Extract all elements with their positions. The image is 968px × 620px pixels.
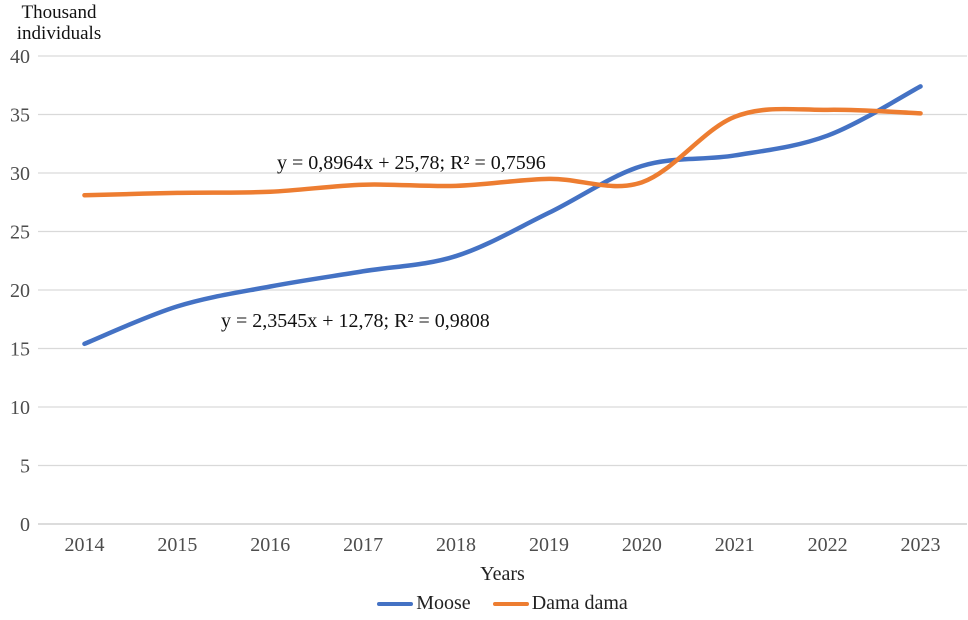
x-tick-label: 2019 xyxy=(529,534,569,556)
dama-dama-line xyxy=(82,106,923,198)
y-tick-label: 35 xyxy=(10,105,30,127)
x-tick-label: 2021 xyxy=(715,534,755,556)
y-tick-label: 5 xyxy=(20,456,30,478)
legend-item-dama-dama: Dama dama xyxy=(492,592,628,615)
x-axis-title: Years xyxy=(480,563,525,585)
legend-item-moose: Moose xyxy=(377,592,471,615)
y-axis-title-line1: Thousand xyxy=(21,2,97,23)
y-axis-title-line2: individuals xyxy=(16,23,102,44)
x-tick-label: 2017 xyxy=(343,534,383,556)
legend-label-dama-dama: Dama dama xyxy=(531,592,628,614)
legend-label-moose: Moose xyxy=(416,592,471,614)
x-tick-label: 2016 xyxy=(250,534,290,556)
y-tick-label: 40 xyxy=(10,46,30,68)
moose-line-marker xyxy=(377,601,414,606)
y-tick-label: 15 xyxy=(10,339,30,361)
x-tick-label: 2022 xyxy=(808,534,848,556)
y-tick-label: 25 xyxy=(10,222,30,244)
y-tick-label: 30 xyxy=(10,163,30,185)
x-tick-label: 2014 xyxy=(64,534,104,556)
x-tick-label: 2020 xyxy=(622,534,662,556)
trendline-equation-dama-dama: y = 0,8964x + 25,78; R² = 0,7596 xyxy=(277,152,546,174)
trendline-equation-moose: y = 2,3545x + 12,78; R² = 0,9808 xyxy=(221,310,490,332)
x-tick-label: 2023 xyxy=(901,534,941,556)
y-axis-title: Thousand individuals xyxy=(6,2,112,44)
dama-dama-line-marker xyxy=(492,601,529,606)
y-tick-label: 20 xyxy=(10,280,30,302)
moose-line xyxy=(82,84,923,347)
y-tick-label: 10 xyxy=(10,397,30,419)
y-tick-label: 0 xyxy=(20,514,30,536)
legend: Moose Dama dama xyxy=(38,592,967,615)
x-tick-label: 2018 xyxy=(436,534,476,556)
x-tick-label: 2015 xyxy=(157,534,197,556)
